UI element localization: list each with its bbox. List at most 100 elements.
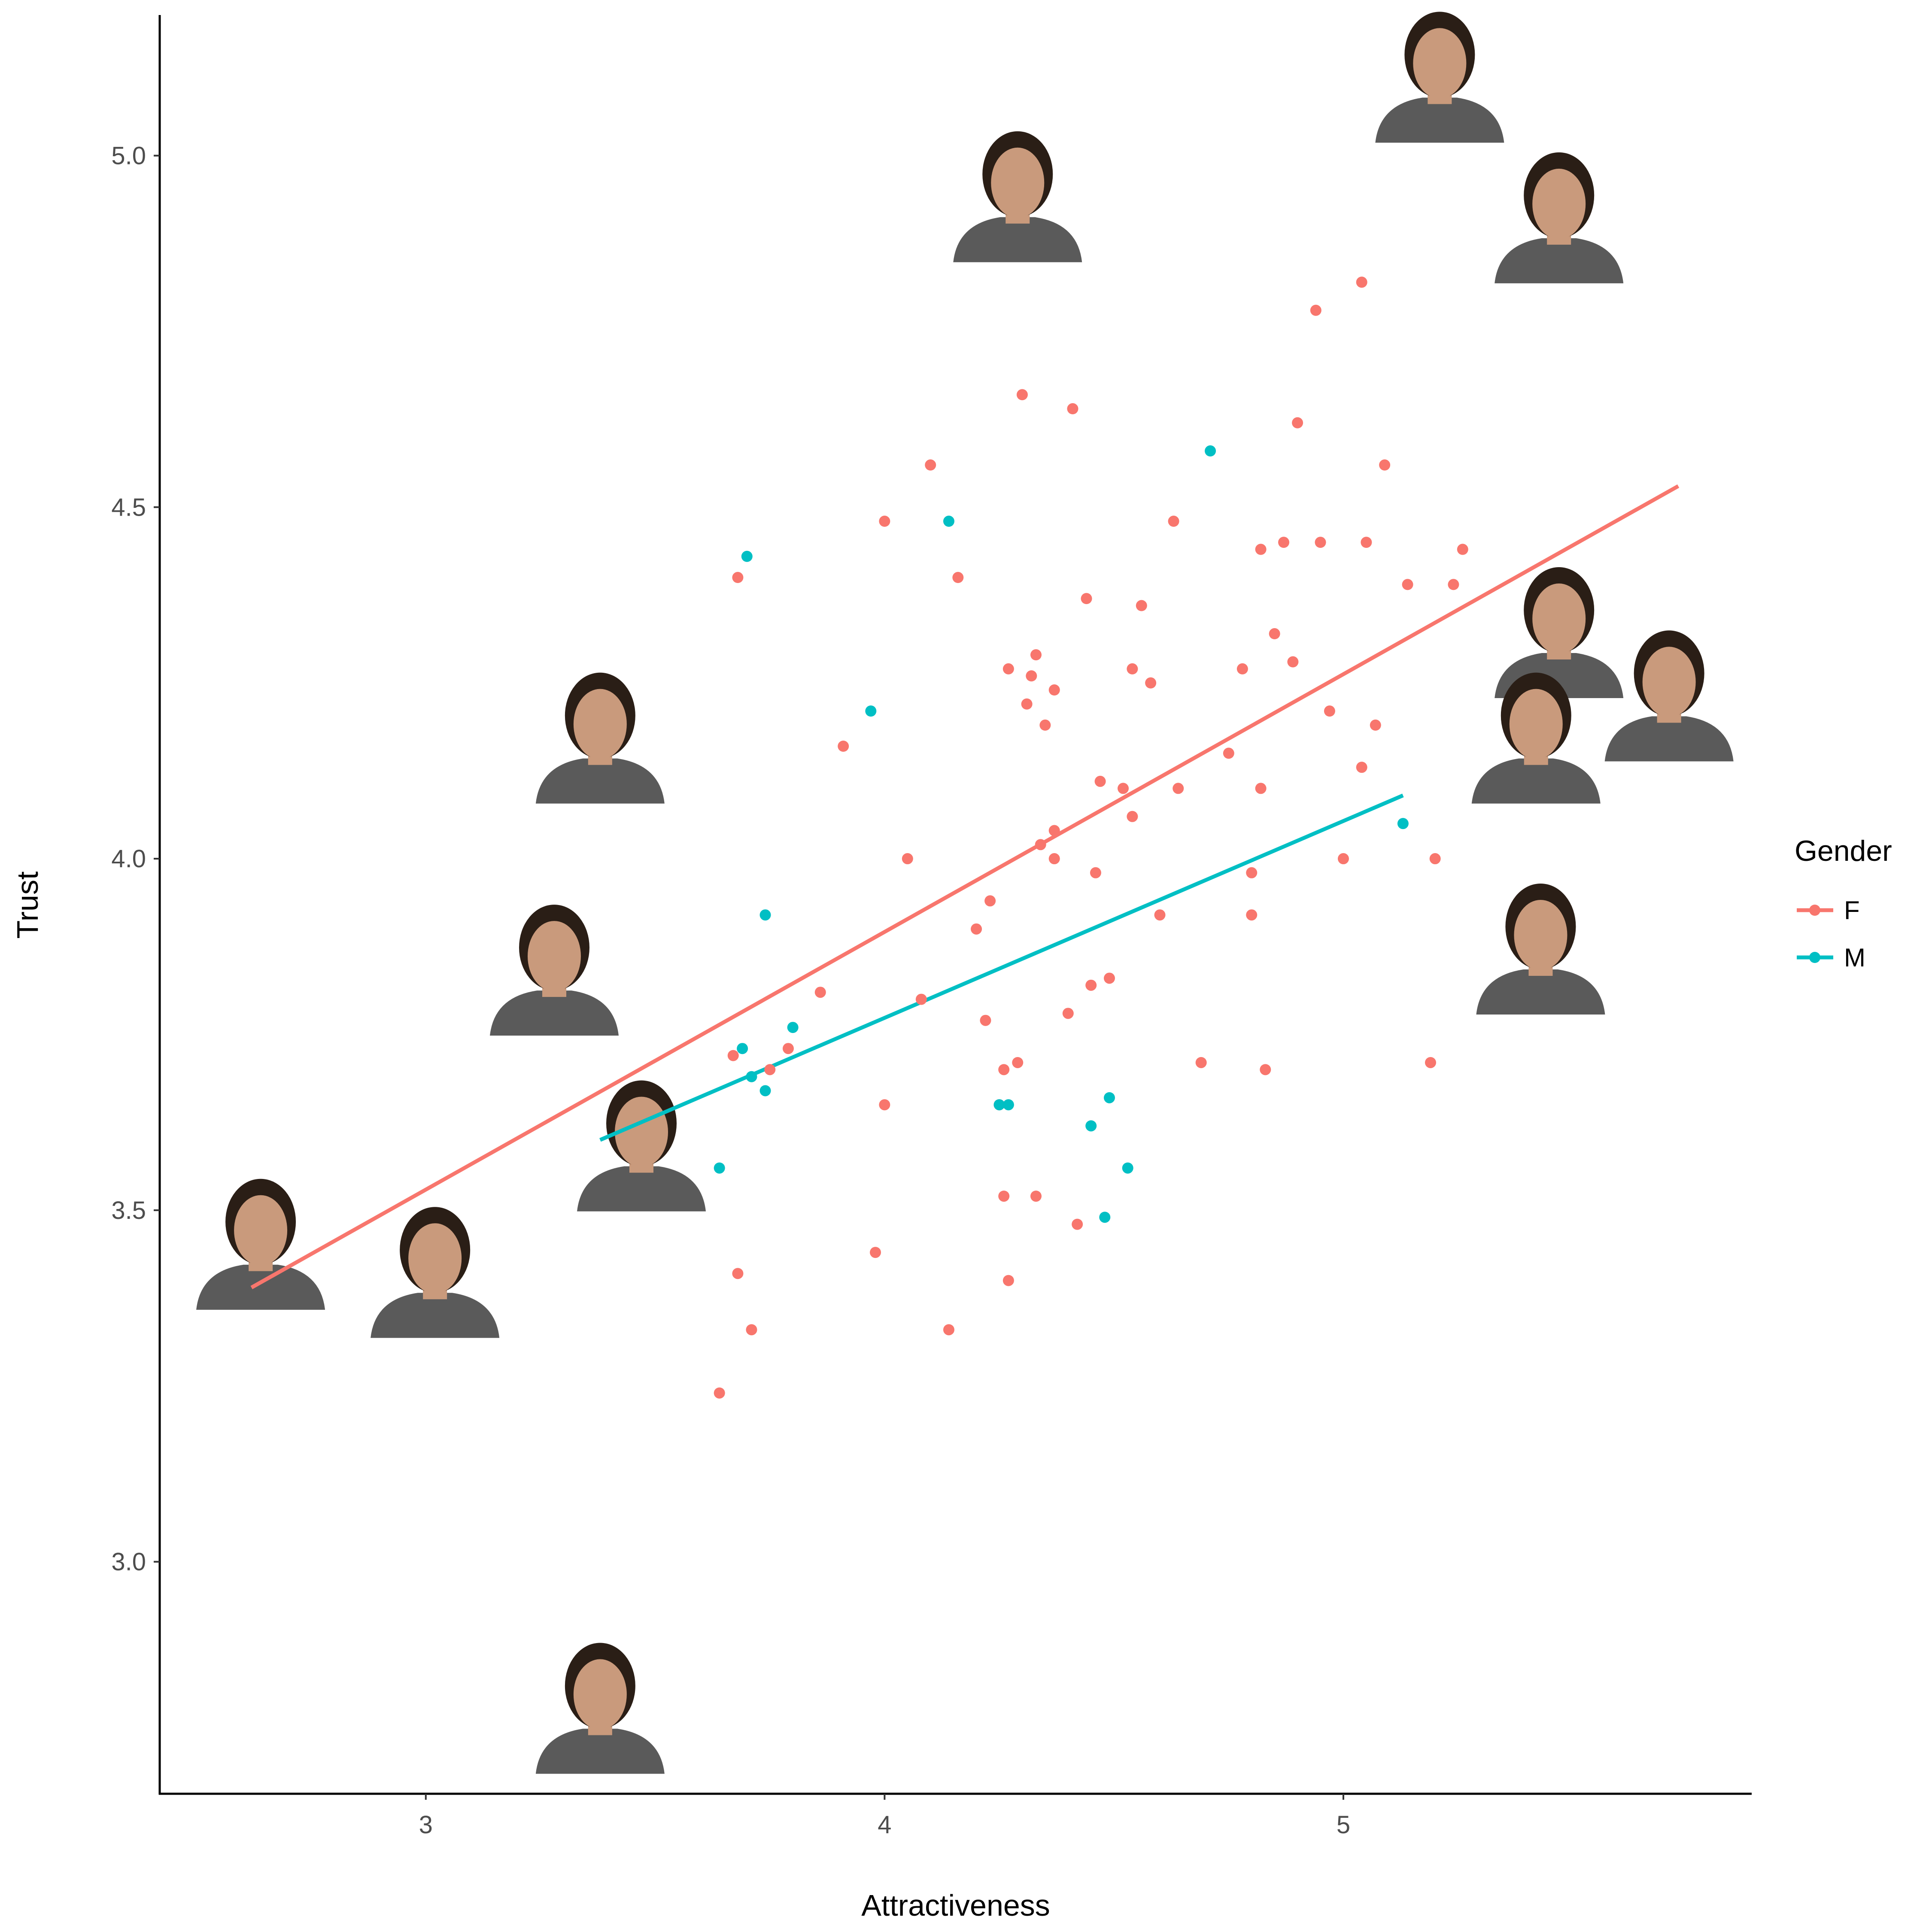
point-F (1287, 656, 1299, 668)
point-F (915, 993, 927, 1005)
point-F (1136, 600, 1147, 611)
data-points (714, 276, 1468, 1399)
point-F (998, 1191, 1010, 1202)
point-M (865, 705, 877, 717)
point-F (1002, 1275, 1014, 1286)
point-M (1205, 445, 1216, 457)
point-F (1246, 867, 1258, 878)
x-axis-title: Attractiveness (861, 1889, 1050, 1922)
point-F (1081, 593, 1092, 605)
point-F (1315, 537, 1326, 548)
point-F (838, 741, 849, 752)
point-F (814, 987, 826, 998)
y-tick-label: 3.0 (111, 1548, 146, 1576)
point-F (879, 516, 890, 527)
point-F (1154, 909, 1166, 921)
legend-label: M (1844, 943, 1865, 972)
point-F (1402, 579, 1413, 590)
point-M (746, 1071, 757, 1082)
y-axis-title: Trust (11, 872, 44, 939)
point-F (764, 1064, 776, 1075)
point-M (741, 550, 753, 562)
face-photo (1476, 883, 1605, 1015)
fit-line-F (250, 484, 1680, 1289)
point-F (869, 1247, 881, 1258)
point-F (1062, 1008, 1074, 1019)
legend-key-point (1809, 905, 1820, 916)
point-F (1039, 719, 1051, 731)
point-F (782, 1043, 794, 1054)
legend-item-M: M (1797, 943, 1865, 972)
face-photo (196, 1179, 325, 1310)
fit-line-M (599, 793, 1404, 1142)
point-F (1356, 762, 1367, 773)
point-F (1236, 663, 1248, 674)
point-M (943, 516, 954, 527)
x-tick-label: 5 (1337, 1811, 1350, 1839)
point-M (1002, 1099, 1014, 1111)
point-M (759, 1085, 771, 1097)
legend-title: Gender (1795, 835, 1892, 867)
point-M (993, 1099, 1005, 1111)
y-axis-ticks: 3.0 3.5 4.0 4.5 5.0 (111, 142, 160, 1576)
point-F (1195, 1057, 1207, 1068)
point-M (1397, 818, 1409, 829)
point-M (1085, 1120, 1097, 1132)
point-F (1246, 909, 1258, 921)
face-photo (1471, 672, 1601, 804)
point-F (1002, 663, 1014, 674)
legend-item-F: F (1797, 896, 1860, 925)
point-F (1127, 663, 1138, 674)
point-F (943, 1324, 954, 1336)
point-F (1379, 459, 1391, 471)
point-F (1425, 1057, 1436, 1068)
point-F (1016, 389, 1028, 401)
point-F (727, 1050, 739, 1061)
point-F (1127, 811, 1138, 822)
point-F (1103, 972, 1115, 984)
legend-label: F (1844, 896, 1860, 925)
face-photo (1495, 152, 1624, 283)
point-F (1292, 417, 1303, 428)
point-F (902, 853, 913, 865)
point-F (1030, 649, 1042, 661)
point-F (732, 572, 744, 583)
point-F (1021, 698, 1033, 710)
point-F (1260, 1064, 1271, 1075)
point-F (1048, 853, 1060, 865)
point-M (1103, 1092, 1115, 1103)
point-F (1085, 979, 1097, 991)
point-F (746, 1324, 757, 1336)
face-photo (535, 672, 665, 804)
point-F (1030, 1191, 1042, 1202)
point-M (787, 1022, 799, 1033)
point-F (1370, 719, 1381, 731)
point-F (879, 1099, 890, 1111)
point-F (1173, 783, 1184, 794)
point-F (1035, 839, 1046, 851)
face-photo (1375, 12, 1504, 143)
y-tick-label: 3.5 (111, 1197, 146, 1224)
point-F (1255, 783, 1267, 794)
point-F (971, 923, 982, 935)
point-F (732, 1268, 744, 1279)
point-M (1099, 1212, 1111, 1223)
point-F (1356, 276, 1367, 288)
point-F (1223, 747, 1234, 759)
point-F (1048, 825, 1060, 836)
face-images (196, 12, 1734, 1774)
point-M (714, 1162, 725, 1174)
point-F (952, 572, 964, 583)
y-tick-label: 5.0 (111, 142, 146, 170)
point-M (737, 1043, 748, 1054)
legend-key-point (1809, 952, 1820, 963)
point-F (1457, 544, 1468, 555)
point-F (1361, 537, 1372, 548)
face-photo (953, 131, 1082, 262)
point-F (1026, 670, 1037, 682)
point-F (984, 895, 996, 907)
point-F (1012, 1057, 1024, 1068)
point-F (1324, 705, 1335, 717)
point-F (1090, 867, 1101, 878)
